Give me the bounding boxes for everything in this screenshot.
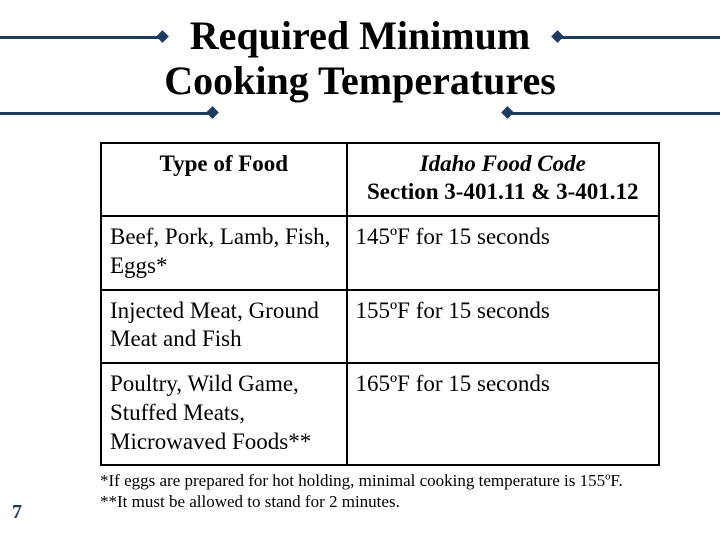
title-line: Cooking Temperatures (164, 58, 556, 103)
title-block: Required Minimum Cooking Temperatures (0, 0, 720, 104)
rule-decoration (560, 36, 720, 39)
cell-food: Beef, Pork, Lamb, Fish, Eggs* (101, 216, 347, 290)
diamond-icon (206, 106, 219, 119)
temperature-table: Type of Food Idaho Food Code Section 3-4… (100, 142, 660, 467)
code-section: Section 3-401.11 & 3-401.12 (356, 178, 650, 207)
rule-decoration (0, 112, 210, 115)
table-row: Poultry, Wild Game, Stuffed Meats, Micro… (101, 363, 659, 465)
title-line: Required Minimum (190, 13, 530, 58)
table-header-row: Type of Food Idaho Food Code Section 3-4… (101, 143, 659, 217)
footnotes: *If eggs are prepared for hot holding, m… (100, 470, 623, 513)
temperature-table-wrap: Type of Food Idaho Food Code Section 3-4… (100, 142, 660, 467)
col-header-code: Idaho Food Code Section 3-401.11 & 3-401… (347, 143, 659, 217)
page-number: 7 (12, 501, 22, 524)
col-header-food: Type of Food (101, 143, 347, 217)
footnote: **It must be allowed to stand for 2 minu… (100, 491, 623, 512)
rule-decoration (510, 112, 720, 115)
code-title: Idaho Food Code (420, 151, 586, 176)
footnote: *If eggs are prepared for hot holding, m… (100, 470, 623, 491)
cell-food: Poultry, Wild Game, Stuffed Meats, Micro… (101, 363, 347, 465)
cell-temp: 155ºF for 15 seconds (347, 290, 659, 364)
table-row: Injected Meat, Ground Meat and Fish 155º… (101, 290, 659, 364)
cell-food: Injected Meat, Ground Meat and Fish (101, 290, 347, 364)
cell-temp: 145ºF for 15 seconds (347, 216, 659, 290)
diamond-icon (501, 106, 514, 119)
table-row: Beef, Pork, Lamb, Fish, Eggs* 145ºF for … (101, 216, 659, 290)
cell-temp: 165ºF for 15 seconds (347, 363, 659, 465)
rule-decoration (0, 36, 160, 39)
page-title: Required Minimum Cooking Temperatures (164, 14, 556, 104)
